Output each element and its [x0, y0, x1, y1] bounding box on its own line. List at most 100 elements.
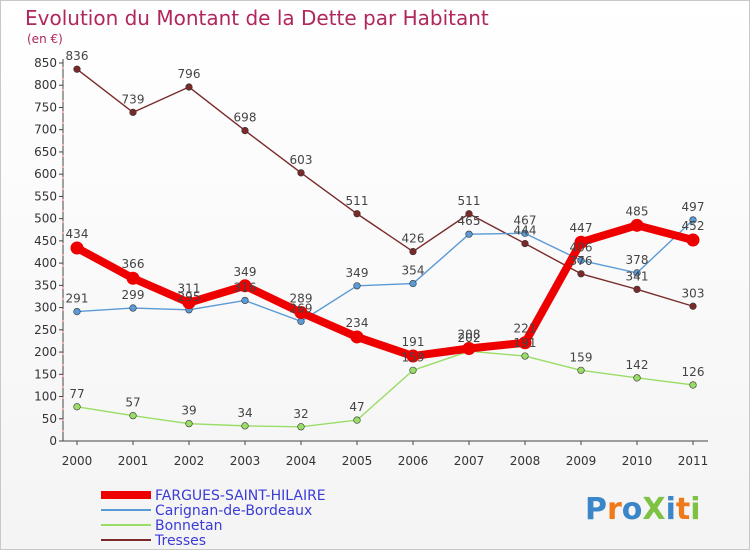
data-label-carignan-de-bordeaux: 354: [402, 264, 425, 278]
data-point-carignan-de-bordeaux: [353, 282, 361, 290]
y-tick-label: 100: [34, 390, 57, 404]
data-point-bonnetan: [633, 374, 641, 382]
chart-title: Evolution du Montant de la Dette par Hab…: [25, 6, 489, 30]
x-tick-label: 2002: [174, 454, 205, 468]
legend-label: Carignan-de-Bordeaux: [155, 503, 312, 519]
data-label-fargues-saint-hilaire: 208: [458, 328, 481, 342]
data-point-fargues-saint-hilaire: [462, 342, 476, 356]
data-label-carignan-de-bordeaux: 291: [66, 292, 89, 306]
y-tick-label: 550: [34, 189, 57, 203]
data-point-carignan-de-bordeaux: [577, 256, 585, 265]
x-tick-label: 2003: [230, 454, 261, 468]
legend-label: Tresses: [154, 533, 206, 549]
data-point-carignan-de-bordeaux: [689, 216, 697, 224]
data-point-tresses: [297, 169, 305, 177]
data-label-fargues-saint-hilaire: 311: [178, 282, 201, 296]
data-label-tresses: 376: [570, 254, 593, 268]
data-label-fargues-saint-hilaire: 366: [122, 257, 145, 271]
data-label-carignan-de-bordeaux: 316: [234, 280, 257, 294]
x-tick-label: 2006: [398, 454, 429, 468]
data-point-tresses: [353, 210, 361, 218]
y-tick-label: 500: [34, 212, 57, 226]
data-point-bonnetan: [241, 422, 249, 430]
data-label-bonnetan: 142: [626, 358, 649, 372]
data-point-tresses: [689, 302, 697, 310]
series-line-carignan-de-bordeaux: [76, 219, 694, 323]
x-tick-label: 2011: [678, 454, 709, 468]
y-tick-label: 150: [34, 367, 57, 381]
y-tick-label: 700: [34, 123, 57, 137]
data-point-tresses: [185, 83, 193, 91]
data-label-carignan-de-bordeaux: 465: [458, 214, 481, 228]
data-label-carignan-de-bordeaux: 406: [570, 240, 593, 254]
data-label-bonnetan: 202: [458, 331, 481, 345]
y-tick-label: 0: [49, 434, 57, 448]
series-line-bonnetan: [76, 350, 694, 428]
data-label-fargues-saint-hilaire: 234: [346, 316, 369, 330]
data-label-tresses: 511: [346, 194, 369, 208]
y-tick-label: 850: [34, 56, 57, 70]
data-label-tresses: 796: [178, 67, 201, 81]
data-label-tresses: 698: [234, 111, 257, 125]
data-label-bonnetan: 159: [402, 350, 425, 364]
data-point-tresses: [241, 126, 249, 135]
data-point-tresses: [577, 270, 585, 278]
data-label-fargues-saint-hilaire: 447: [570, 221, 593, 235]
y-tick-label: 250: [34, 323, 57, 337]
data-label-fargues-saint-hilaire: 434: [66, 227, 89, 241]
data-label-fargues-saint-hilaire: 221: [514, 322, 537, 336]
data-label-bonnetan: 39: [181, 404, 196, 418]
data-point-bonnetan: [521, 352, 529, 360]
data-label-fargues-saint-hilaire: 191: [402, 335, 425, 349]
data-label-bonnetan: 191: [514, 336, 537, 350]
series-line-fargues-saint-hilaire: [75, 221, 695, 361]
x-tick-label: 2004: [286, 454, 317, 468]
data-point-carignan-de-bordeaux: [409, 279, 417, 288]
data-point-tresses: [73, 65, 81, 73]
data-point-fargues-saint-hilaire: [238, 279, 252, 293]
data-label-fargues-saint-hilaire: 349: [234, 265, 257, 279]
data-label-carignan-de-bordeaux: 295: [178, 290, 201, 304]
x-tick-label: 2008: [510, 454, 541, 468]
data-label-fargues-saint-hilaire: 452: [682, 219, 705, 233]
data-point-bonnetan: [297, 423, 305, 431]
unit-label: (en €): [27, 32, 63, 46]
x-tick-label: 2005: [342, 454, 373, 468]
data-point-fargues-saint-hilaire: [294, 305, 308, 319]
data-label-tresses: 341: [626, 269, 649, 283]
data-label-bonnetan: 34: [237, 406, 252, 420]
data-point-tresses: [129, 108, 137, 116]
x-tick-label: 2007: [454, 454, 485, 468]
data-label-fargues-saint-hilaire: 485: [626, 204, 649, 218]
data-label-carignan-de-bordeaux: 467: [514, 213, 537, 227]
legend: FARGUES-SAINT-HILAIRECarignan-de-Bordeau…: [101, 488, 326, 549]
x-tick-label: 2009: [566, 454, 597, 468]
data-point-fargues-saint-hilaire: [126, 271, 140, 285]
data-label-tresses: 426: [402, 232, 425, 246]
data-point-carignan-de-bordeaux: [129, 304, 137, 312]
data-label-tresses: 444: [514, 224, 537, 238]
y-tick-label: 50: [42, 412, 57, 426]
data-label-tresses: 511: [458, 194, 481, 208]
data-point-carignan-de-bordeaux: [241, 296, 249, 305]
x-tick-label: 2000: [62, 454, 93, 468]
data-label-carignan-de-bordeaux: 497: [682, 200, 705, 214]
data-label-tresses: 739: [122, 92, 145, 106]
data-point-tresses: [409, 247, 417, 256]
data-label-bonnetan: 57: [125, 396, 140, 410]
data-label-bonnetan: 77: [69, 387, 84, 401]
data-point-carignan-de-bordeaux: [73, 307, 81, 316]
axes: 0 50 100 150 200 250 300 350 400 450 500 550 600 650 7…: [34, 56, 708, 468]
data-point-tresses: [465, 210, 473, 218]
data-point-bonnetan: [353, 416, 361, 424]
data-label-tresses: 836: [66, 49, 89, 63]
data-point-fargues-saint-hilaire: [518, 336, 532, 350]
data-point-bonnetan: [73, 403, 81, 411]
data-point-bonnetan: [409, 366, 417, 374]
y-tick-label: 600: [34, 167, 57, 181]
data-point-bonnetan: [129, 412, 137, 420]
proxiti-logo: ProXiti: [585, 492, 701, 527]
data-point-tresses: [633, 285, 641, 293]
